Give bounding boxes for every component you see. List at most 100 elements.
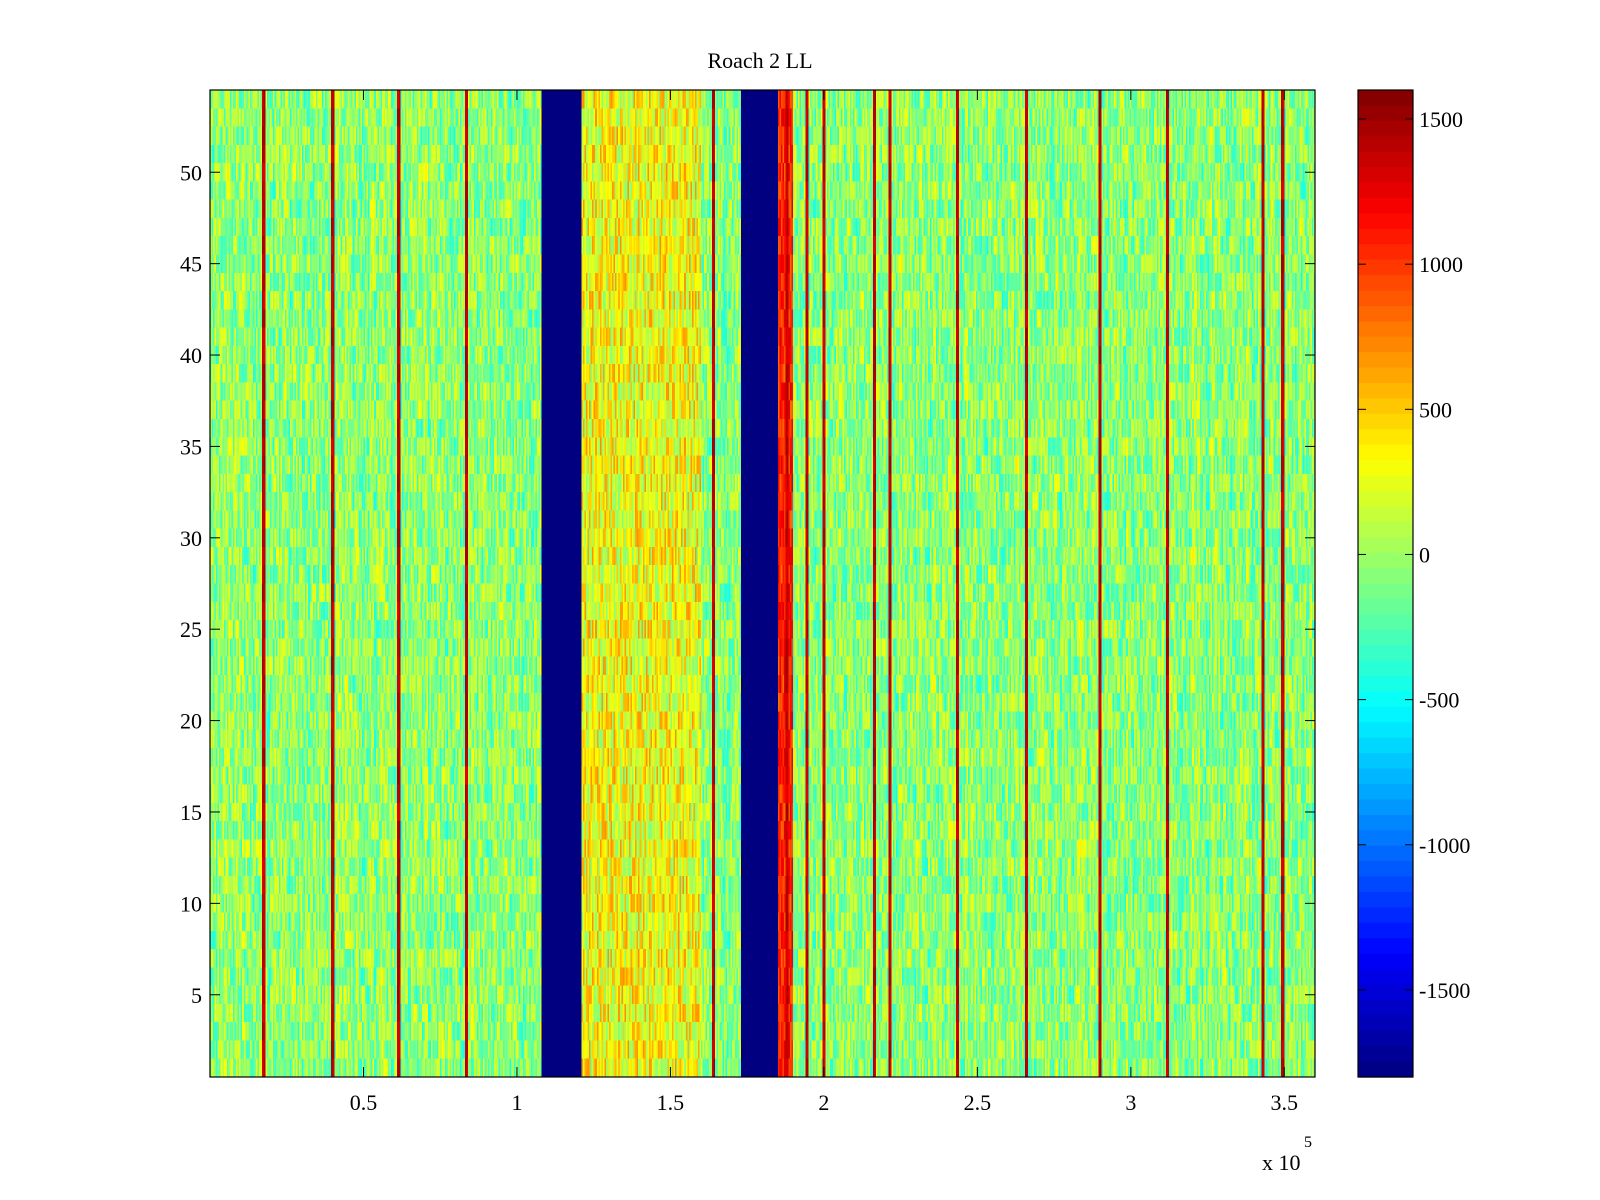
- colorbar-step: [1358, 506, 1413, 523]
- colorbar-step: [1358, 1030, 1413, 1047]
- colorbar-step: [1358, 290, 1413, 307]
- y-tick-label: 50: [180, 160, 202, 185]
- colorbar-step: [1358, 691, 1413, 708]
- colorbar-step: [1358, 722, 1413, 739]
- colorbar-tick-label: 0: [1419, 542, 1430, 567]
- colorbar-step: [1358, 614, 1413, 631]
- y-tick-label: 20: [180, 709, 202, 734]
- colorbar-step: [1358, 90, 1413, 107]
- colorbar-step: [1358, 182, 1413, 199]
- colorbar-step: [1358, 120, 1413, 137]
- colorbar-step: [1358, 861, 1413, 878]
- colorbar-step: [1358, 552, 1413, 569]
- colorbar-step: [1358, 876, 1413, 893]
- colorbar-step: [1358, 753, 1413, 770]
- y-tick-label: 10: [180, 891, 202, 916]
- colorbar-step: [1358, 645, 1413, 662]
- colorbar-step: [1358, 598, 1413, 615]
- colorbar-tick-label: -1000: [1419, 833, 1470, 858]
- plot-area: 0.5 1 1.5 2 2.5 3 3.5 5 10 15 20 25 30 35 40 45 50: [180, 89, 1316, 1115]
- colorbar-step: [1358, 167, 1413, 184]
- colorbar-step: [1358, 367, 1413, 384]
- colorbar-step: [1358, 891, 1413, 908]
- colorbar-step: [1358, 783, 1413, 801]
- colorbar-step: [1358, 938, 1413, 955]
- colorbar-step: [1358, 197, 1413, 214]
- y-tick-label: 25: [180, 617, 202, 642]
- colorbar-step: [1358, 629, 1413, 646]
- colorbar-step: [1358, 830, 1413, 847]
- colorbar-frame: [1357, 89, 1414, 1078]
- colorbar-step: [1358, 321, 1413, 338]
- colorbar-step: [1358, 444, 1413, 461]
- y-tick-label: 15: [180, 800, 202, 825]
- y-tick-label: 40: [180, 343, 202, 368]
- colorbar-step: [1358, 398, 1413, 415]
- x-tick-label: 2.5: [964, 1090, 992, 1115]
- colorbar-ticks: 1500 1000 500 0 -500 -1000 -1500: [1358, 107, 1470, 1003]
- colorbar: 1500 1000 500 0 -500 -1000 -1500: [1357, 89, 1470, 1078]
- colorbar-step: [1358, 922, 1413, 939]
- colorbar-step: [1358, 275, 1413, 292]
- x-tick-label: 3.5: [1271, 1090, 1299, 1115]
- colorbar-step: [1358, 706, 1413, 723]
- colorbar-step: [1358, 413, 1413, 430]
- colorbar-step: [1358, 244, 1413, 261]
- colorbar-step: [1358, 151, 1413, 168]
- colorbar-step: [1358, 568, 1413, 585]
- colorbar-tick-label: -1500: [1419, 978, 1470, 1003]
- colorbar-step: [1358, 660, 1413, 677]
- colorbar-step: [1358, 105, 1413, 122]
- y-tick-label: 5: [191, 983, 202, 1008]
- x-tick-label: 3: [1125, 1090, 1136, 1115]
- colorbar-step: [1358, 490, 1413, 507]
- colorbar-step: [1358, 953, 1413, 970]
- colorbar-step: [1358, 475, 1413, 492]
- colorbar-step: [1358, 429, 1413, 446]
- colorbar-step: [1358, 1046, 1413, 1063]
- colorbar-step: [1358, 352, 1413, 369]
- x-multiplier-base: x 10: [1262, 1150, 1301, 1175]
- plot-frame: [209, 89, 1316, 1078]
- x-tick-label: 0.5: [350, 1090, 378, 1115]
- colorbar-step: [1358, 583, 1413, 600]
- colorbar-step: [1358, 305, 1413, 322]
- colorbar-step: [1358, 676, 1413, 693]
- colorbar-step: [1358, 969, 1413, 986]
- colorbar-step: [1358, 799, 1413, 816]
- colorbar-step: [1358, 336, 1413, 353]
- colorbar-step: [1358, 213, 1413, 230]
- colorbar-scale: [1358, 90, 1413, 1078]
- colorbar-step: [1358, 136, 1413, 153]
- x-tick-label: 1.5: [657, 1090, 685, 1115]
- y-tick-label: 30: [180, 526, 202, 551]
- x-multiplier-exponent: 5: [1304, 1134, 1312, 1151]
- colorbar-tick-label: 500: [1419, 397, 1452, 422]
- x-tick-label: 2: [818, 1090, 829, 1115]
- colorbar-step: [1358, 259, 1413, 276]
- colorbar-step: [1358, 907, 1413, 924]
- x-multiplier: x 10 5: [1262, 1134, 1312, 1175]
- colorbar-tick-label: 1000: [1419, 252, 1463, 277]
- colorbar-step: [1358, 228, 1413, 245]
- y-tick-label: 35: [180, 434, 202, 459]
- heatmap-image: [210, 90, 1315, 1077]
- colorbar-step: [1358, 383, 1413, 400]
- colorbar-step: [1358, 1061, 1413, 1078]
- colorbar-tick-label: -500: [1419, 688, 1459, 713]
- colorbar-step: [1358, 460, 1413, 477]
- colorbar-step: [1358, 984, 1413, 1001]
- colorbar-step: [1358, 768, 1413, 785]
- y-tick-label: 45: [180, 252, 202, 277]
- colorbar-tick-label: 1500: [1419, 107, 1463, 132]
- colorbar-step: [1358, 999, 1413, 1016]
- colorbar-step: [1358, 737, 1413, 754]
- colorbar-step: [1358, 521, 1413, 538]
- y-axis: 5 10 15 20 25 30 35 40 45 50: [180, 160, 1315, 1008]
- chart-title: Roach 2 LL: [707, 48, 812, 73]
- colorbar-step: [1358, 845, 1413, 862]
- x-tick-label: 1: [511, 1090, 522, 1115]
- colorbar-step: [1358, 537, 1413, 554]
- colorbar-step: [1358, 814, 1413, 831]
